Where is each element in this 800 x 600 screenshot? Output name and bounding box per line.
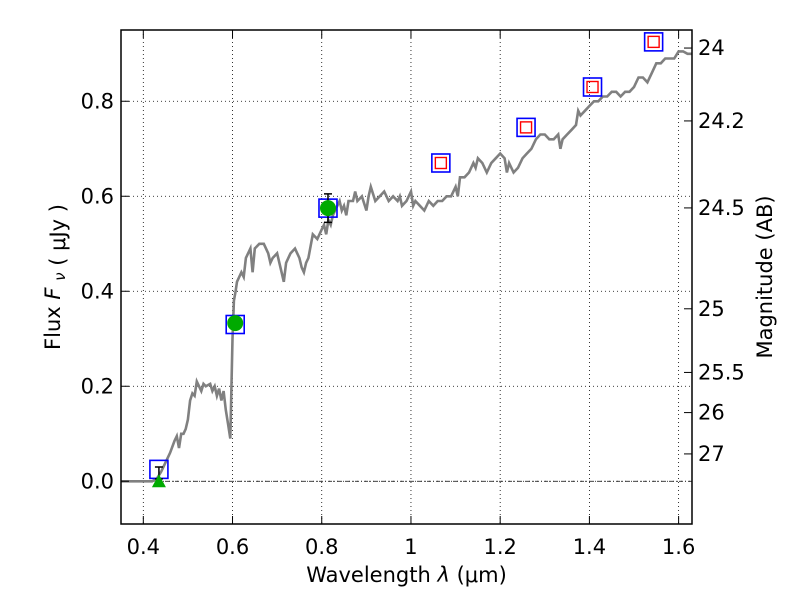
y-tick-label: 0.0 — [81, 469, 114, 493]
x-axis-label: Wavelength λ (μm) — [306, 563, 507, 587]
magnitude-tick-label: 26 — [698, 401, 725, 425]
x-tick-label: 1.4 — [573, 535, 606, 559]
plot-frame — [120, 29, 693, 525]
nondetection-triangle — [151, 474, 166, 488]
y-tick-label: 0.6 — [81, 184, 114, 208]
tick-marks — [121, 30, 692, 524]
model-flux-box — [516, 117, 536, 138]
tick-labels: 0.4 0.6 0.8 1 1.2 1.4 1.6 0.0 0.2 0.4 0.6 0.8 24 24.2… — [81, 36, 745, 559]
model-flux-box — [643, 32, 664, 52]
y-axis-label: Flux F ν ( μJy ) — [41, 204, 70, 350]
magnitude-tick-label: 24 — [698, 36, 725, 60]
magnitude-tick-label: 25 — [698, 297, 725, 321]
magnitude-tick-label: 24.2 — [698, 109, 745, 133]
x-tick-label: 1.6 — [662, 535, 695, 559]
template-spectrum-layer — [121, 50, 692, 483]
magnitude-tick-label: 24.5 — [698, 196, 745, 220]
magnitude-tick-label: 25.5 — [698, 360, 745, 384]
y-tick-label: 0.4 — [81, 279, 114, 303]
x-tick-label: 1 — [404, 535, 417, 559]
upper-limit-box — [434, 156, 448, 170]
upper-limit-box — [586, 80, 599, 94]
x-tick-label: 0.6 — [216, 535, 249, 559]
model-flux-box — [431, 153, 451, 173]
upper-limit-box — [647, 35, 660, 49]
detection-point — [319, 200, 336, 217]
magnitude-tick-label: 27 — [698, 442, 725, 466]
y-tick-label: 0.8 — [81, 89, 114, 113]
x-tick-label: 0.4 — [127, 535, 160, 559]
template-spectrum-line — [121, 50, 692, 483]
detection-point — [227, 315, 244, 332]
model-flux-box — [582, 77, 603, 97]
grid-lines — [121, 30, 692, 524]
y-tick-label: 0.2 — [81, 374, 114, 398]
photometry-marks — [149, 32, 664, 488]
magnitude-axis-label: Magnitude (AB) — [753, 195, 777, 358]
upper-limit-box — [519, 121, 533, 134]
x-tick-label: 1.2 — [483, 535, 516, 559]
x-tick-label: 0.8 — [305, 535, 338, 559]
